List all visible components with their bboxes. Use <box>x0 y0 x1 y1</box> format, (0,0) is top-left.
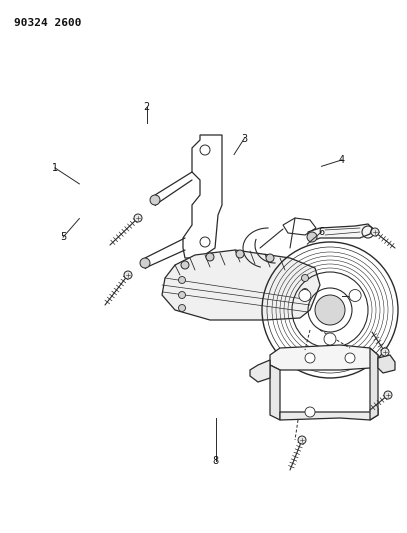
Circle shape <box>315 295 345 325</box>
Circle shape <box>181 261 189 269</box>
Text: 4: 4 <box>339 155 345 165</box>
Circle shape <box>140 258 150 268</box>
Circle shape <box>345 353 355 363</box>
Polygon shape <box>308 224 372 242</box>
Polygon shape <box>378 355 395 373</box>
Polygon shape <box>270 365 280 420</box>
Circle shape <box>206 253 214 261</box>
Text: 7: 7 <box>351 291 357 301</box>
Circle shape <box>302 274 309 281</box>
Circle shape <box>302 288 309 295</box>
Polygon shape <box>270 345 378 370</box>
Circle shape <box>299 289 311 302</box>
Circle shape <box>384 391 392 399</box>
Circle shape <box>371 228 379 236</box>
Text: 5: 5 <box>60 232 66 242</box>
Text: 90324 2600: 90324 2600 <box>14 18 81 28</box>
Circle shape <box>305 353 315 363</box>
Text: 1: 1 <box>52 163 58 173</box>
Circle shape <box>179 277 186 284</box>
Text: 6: 6 <box>318 227 325 237</box>
Circle shape <box>307 232 317 242</box>
Circle shape <box>298 436 306 444</box>
Polygon shape <box>280 408 378 420</box>
Circle shape <box>266 254 274 262</box>
Text: 8: 8 <box>212 456 219 466</box>
Circle shape <box>236 250 244 258</box>
Polygon shape <box>370 348 378 420</box>
Circle shape <box>324 333 336 345</box>
Circle shape <box>381 348 389 356</box>
Circle shape <box>305 407 315 417</box>
Text: 2: 2 <box>143 102 150 111</box>
Circle shape <box>134 214 142 222</box>
Circle shape <box>150 195 160 205</box>
Circle shape <box>124 271 132 279</box>
Polygon shape <box>162 250 320 320</box>
Circle shape <box>349 289 361 302</box>
Polygon shape <box>250 360 270 382</box>
Text: 3: 3 <box>241 134 247 143</box>
Circle shape <box>179 292 186 298</box>
Circle shape <box>179 304 186 311</box>
